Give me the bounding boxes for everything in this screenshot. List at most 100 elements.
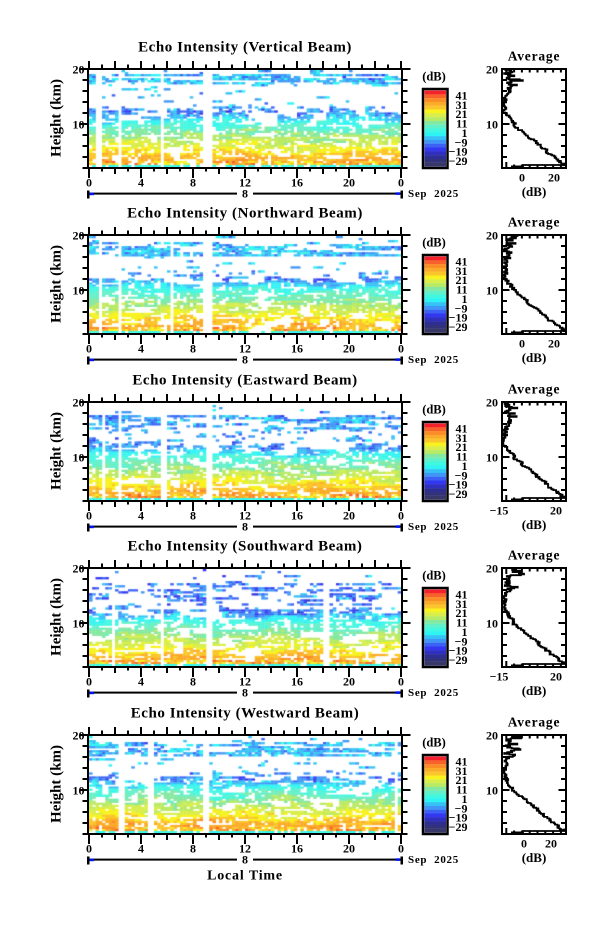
svg-text:21: 21 [456,107,468,121]
svg-text:(dB): (dB) [522,850,547,865]
svg-text:8: 8 [242,187,248,201]
svg-text:8: 8 [242,520,248,534]
svg-text:1: 1 [462,625,468,639]
svg-text:16: 16 [291,342,303,356]
svg-text:Sep 2025: Sep 2025 [408,687,459,699]
svg-text:20: 20 [343,509,355,523]
svg-text:11: 11 [456,450,467,464]
svg-text:Echo Intensity (Vertical Beam): Echo Intensity (Vertical Beam) [138,40,352,56]
svg-text:10: 10 [486,284,498,298]
svg-text:16: 16 [291,176,303,190]
svg-text:8: 8 [242,353,248,367]
svg-text:0: 0 [519,337,525,351]
svg-text:−29: −29 [449,653,468,667]
svg-text:−29: −29 [449,320,468,334]
svg-text:−15: −15 [490,504,509,518]
svg-text:8: 8 [190,509,196,523]
svg-text:8: 8 [190,176,196,190]
svg-text:0: 0 [398,176,404,190]
svg-text:31: 31 [456,764,468,778]
svg-text:−9: −9 [455,468,468,482]
svg-text:0: 0 [398,675,404,689]
svg-text:8: 8 [242,686,248,700]
svg-text:20: 20 [550,670,562,684]
svg-text:−9: −9 [455,135,468,149]
svg-text:21: 21 [456,606,468,620]
svg-text:(dB): (dB) [522,350,547,365]
svg-text:8: 8 [242,853,248,867]
svg-text:20: 20 [486,229,498,243]
svg-text:20: 20 [73,229,85,243]
svg-text:21: 21 [456,440,468,454]
svg-text:31: 31 [456,264,468,278]
svg-text:11: 11 [456,616,467,630]
svg-text:Average: Average [508,382,561,397]
svg-text:Height (km): Height (km) [49,578,65,656]
svg-text:10: 10 [73,284,85,298]
svg-text:4: 4 [138,842,144,856]
svg-text:12: 12 [239,675,251,689]
svg-text:0: 0 [398,509,404,523]
svg-text:41: 41 [456,588,468,602]
svg-text:4: 4 [138,176,144,190]
svg-text:20: 20 [548,171,560,185]
svg-text:11: 11 [456,283,467,297]
svg-text:Average: Average [508,49,561,64]
svg-text:Height (km): Height (km) [49,245,65,323]
svg-text:0: 0 [519,171,525,185]
svg-text:20: 20 [73,63,85,77]
svg-text:0: 0 [521,837,527,851]
svg-text:12: 12 [239,342,251,356]
svg-text:10: 10 [486,118,498,132]
svg-text:12: 12 [239,842,251,856]
svg-text:−15: −15 [490,670,509,684]
svg-text:20: 20 [486,562,498,576]
svg-text:11: 11 [456,783,467,797]
svg-text:Height (km): Height (km) [49,412,65,490]
svg-text:41: 41 [456,422,468,436]
svg-text:8: 8 [190,342,196,356]
svg-text:20: 20 [486,729,498,743]
svg-text:20: 20 [343,342,355,356]
svg-text:−9: −9 [455,634,468,648]
svg-text:1: 1 [462,292,468,306]
svg-text:−9: −9 [455,801,468,815]
svg-text:0: 0 [398,342,404,356]
svg-text:−29: −29 [449,154,468,168]
svg-text:−29: −29 [449,487,468,501]
svg-text:Echo Intensity (Southward Beam: Echo Intensity (Southward Beam) [128,539,363,555]
svg-text:31: 31 [456,597,468,611]
svg-text:−19: −19 [449,644,468,658]
svg-text:20: 20 [548,337,560,351]
svg-text:20: 20 [545,837,557,851]
svg-text:10: 10 [486,451,498,465]
svg-text:(dB): (dB) [422,236,446,250]
svg-text:Height (km): Height (km) [49,79,65,157]
svg-text:31: 31 [456,431,468,445]
svg-text:1: 1 [462,459,468,473]
svg-text:Sep 2025: Sep 2025 [408,521,459,533]
svg-text:20: 20 [486,396,498,410]
svg-text:20: 20 [550,504,562,518]
svg-text:0: 0 [86,176,92,190]
svg-text:1: 1 [462,792,468,806]
svg-text:20: 20 [343,842,355,856]
svg-text:41: 41 [456,89,468,103]
svg-text:Average: Average [508,215,561,230]
svg-text:−19: −19 [449,811,468,825]
svg-text:12: 12 [239,176,251,190]
svg-text:Sep 2025: Sep 2025 [408,354,459,366]
svg-text:16: 16 [291,842,303,856]
svg-text:10: 10 [486,617,498,631]
svg-text:12: 12 [239,509,251,523]
svg-text:(dB): (dB) [422,736,446,750]
svg-text:0: 0 [86,842,92,856]
svg-text:0: 0 [86,342,92,356]
svg-text:11: 11 [456,117,467,131]
svg-text:41: 41 [456,255,468,269]
svg-text:Sep 2025: Sep 2025 [408,854,459,866]
svg-text:0: 0 [398,842,404,856]
svg-text:(dB): (dB) [422,569,446,583]
svg-text:20: 20 [73,562,85,576]
svg-text:4: 4 [138,342,144,356]
